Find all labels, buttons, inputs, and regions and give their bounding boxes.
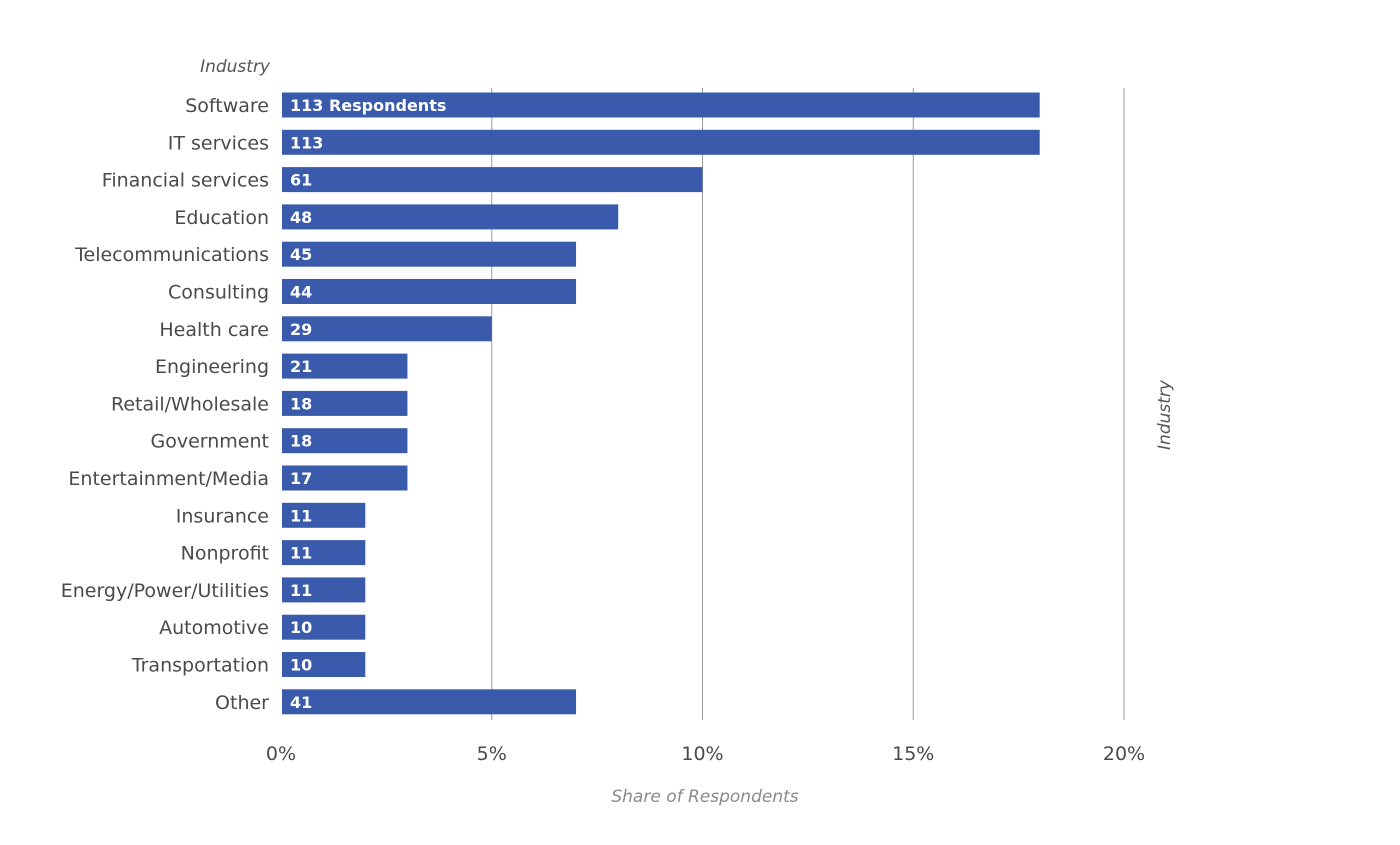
right-axis-title: Industry (1155, 379, 1175, 450)
bar (282, 428, 408, 454)
category-label: Transportation (131, 655, 269, 677)
data-label: 113 (290, 133, 323, 152)
category-label: Engineering (155, 356, 269, 378)
bar (282, 577, 366, 603)
x-tick-label: 5% (477, 743, 507, 765)
data-label: 11 (290, 506, 312, 525)
category-label: Health care (159, 319, 269, 341)
bar (282, 614, 366, 640)
category-labels: Software IT services Financial services Edu… (61, 95, 269, 714)
category-label: Telecommunications (74, 244, 269, 266)
bars (282, 92, 1040, 715)
x-axis-title: Share of Respondents (611, 787, 798, 807)
x-tick-label: 0% (266, 743, 296, 765)
data-label: 17 (290, 469, 312, 488)
data-label: 45 (290, 245, 312, 264)
x-tick-label: 10% (681, 743, 723, 765)
bar (282, 204, 619, 230)
category-label: Entertainment/Media (68, 468, 269, 490)
category-label: Energy/Power/Utilities (61, 580, 269, 602)
data-label: 11 (290, 544, 312, 563)
category-label: Other (215, 692, 269, 714)
category-label: Insurance (176, 505, 269, 527)
category-label: Government (151, 431, 270, 453)
data-label: 41 (290, 693, 312, 712)
bar (282, 167, 703, 193)
bar (282, 241, 577, 267)
bar (282, 652, 366, 677)
data-label: 18 (290, 432, 312, 451)
bar (282, 502, 366, 528)
data-label: 10 (290, 618, 312, 637)
category-label: Retail/Wholesale (111, 393, 269, 415)
data-label: 113 Respondents (290, 96, 446, 115)
data-label: 61 (290, 171, 312, 190)
category-label: Automotive (159, 617, 269, 639)
bar (282, 390, 408, 416)
bar (282, 92, 1040, 118)
data-label: 29 (290, 320, 312, 339)
data-label: 10 (290, 656, 312, 675)
data-label: 18 (290, 394, 312, 413)
bar (282, 279, 577, 304)
x-tick-label: 15% (892, 743, 934, 765)
category-label: Education (174, 207, 269, 229)
category-label: Nonprofit (181, 543, 269, 565)
data-label: 48 (290, 208, 312, 227)
y-axis-title: Industry (200, 57, 271, 77)
bar (282, 689, 577, 715)
bar (282, 540, 366, 566)
data-label: 11 (290, 581, 312, 600)
grid-lines (491, 88, 1125, 720)
bar (282, 465, 408, 491)
bar (282, 353, 408, 379)
data-label: 21 (290, 357, 312, 376)
bar (282, 316, 492, 342)
data-label: 44 (290, 283, 312, 302)
category-label: Software (185, 95, 269, 117)
category-label: Consulting (168, 282, 269, 304)
category-label: IT services (168, 132, 269, 154)
x-tick-labels: 0% 5% 10% 15% 20% (266, 743, 1145, 765)
category-label: Financial services (102, 170, 269, 192)
data-labels: 113 Respondents 113 61 48 45 44 29 21 18 18 17 11 11… (290, 96, 446, 712)
bar (282, 129, 1040, 155)
x-tick-label: 20% (1103, 743, 1145, 765)
